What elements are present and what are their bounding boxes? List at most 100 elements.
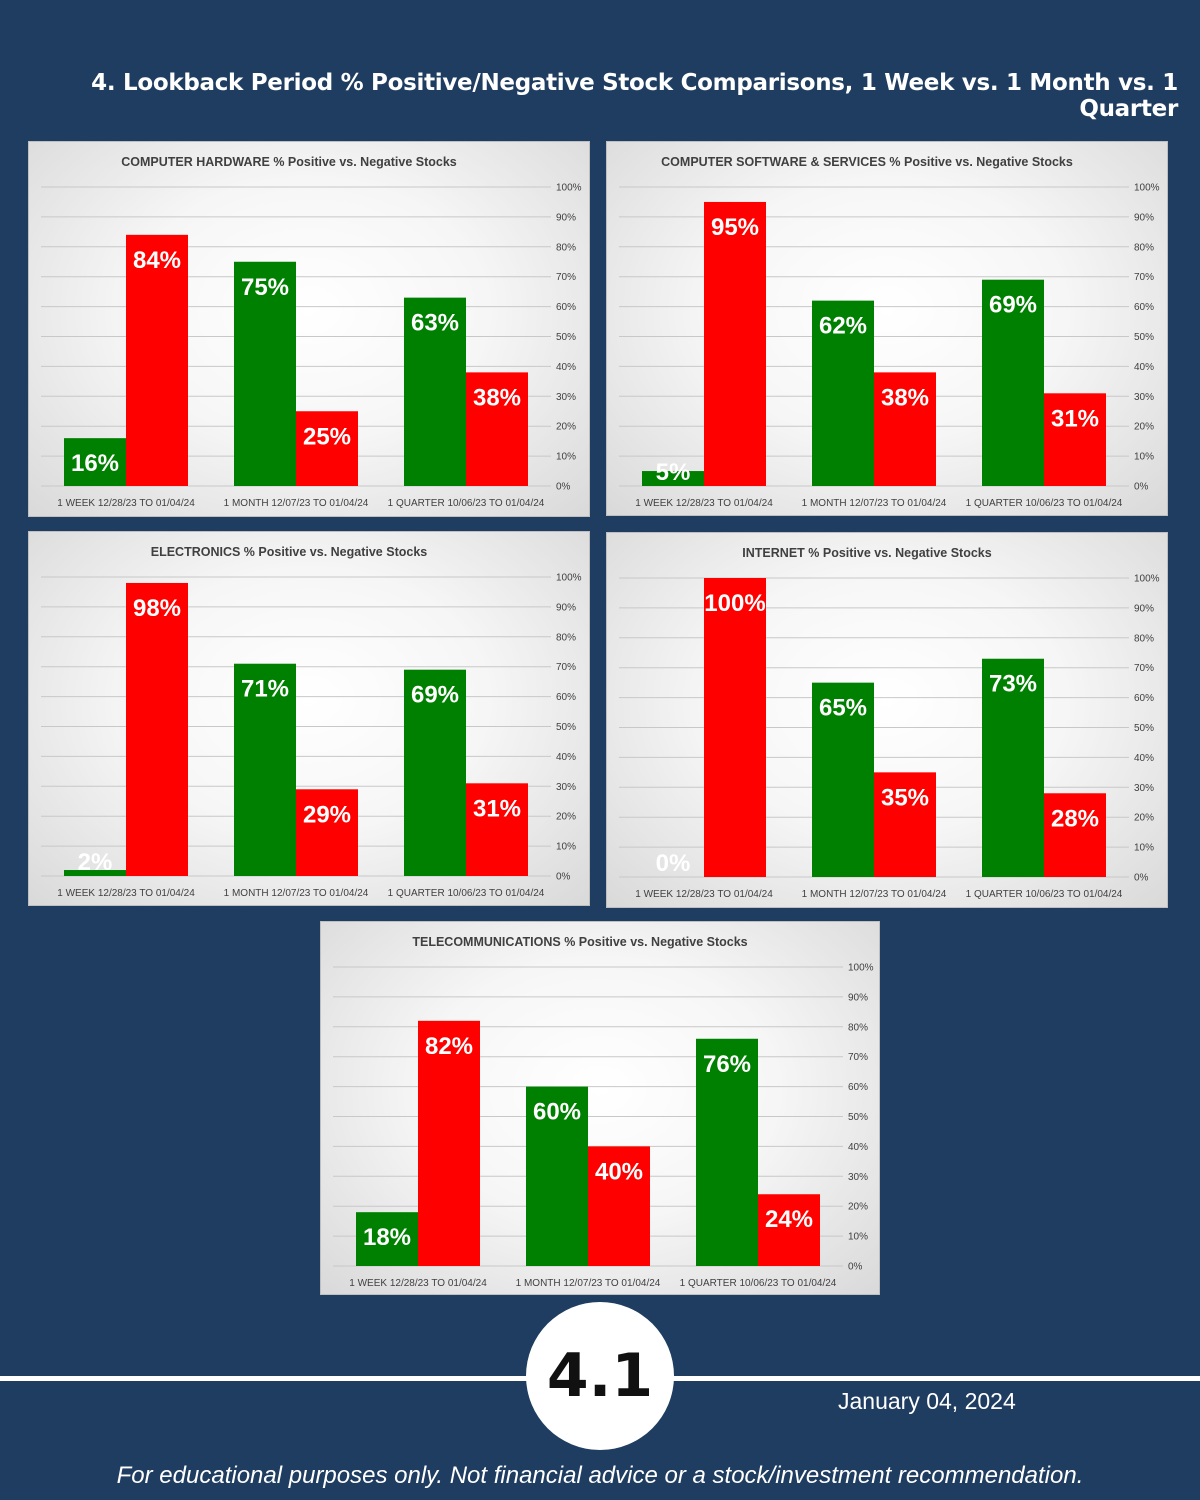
y-tick-label: 10%: [1134, 843, 1154, 854]
bar-negative: [874, 372, 936, 486]
chart-title: INTERNET % Positive vs. Negative Stocks: [742, 546, 991, 560]
y-tick-label: 80%: [1134, 242, 1154, 253]
data-label-negative: 35%: [881, 784, 929, 811]
y-tick-label: 40%: [848, 1142, 868, 1153]
divider-left: [0, 1376, 540, 1381]
bar-negative: [1044, 393, 1106, 486]
x-category-label: 1 QUARTER 10/06/23 TO 01/04/24: [388, 498, 545, 509]
bar-positive: [642, 471, 704, 486]
data-label-negative: 29%: [303, 801, 351, 828]
data-label-negative: 31%: [473, 795, 521, 822]
y-tick-label: 100%: [556, 573, 582, 584]
y-tick-label: 80%: [848, 1022, 868, 1033]
y-tick-label: 60%: [848, 1082, 868, 1093]
y-tick-label: 40%: [1134, 753, 1154, 764]
data-label-negative: 84%: [133, 247, 181, 274]
data-label-positive: 69%: [989, 292, 1037, 319]
x-category-label: 1 MONTH 12/07/23 TO 01/04/24: [802, 498, 947, 509]
y-tick-label: 0%: [1134, 873, 1149, 884]
bar-positive: [64, 438, 126, 486]
chart-title: COMPUTER SOFTWARE & SERVICES % Positive …: [661, 155, 1073, 169]
chart-svg: COMPUTER SOFTWARE & SERVICES % Positive …: [619, 155, 1160, 509]
y-tick-label: 90%: [556, 602, 576, 613]
y-tick-label: 0%: [556, 872, 571, 883]
chart-title: COMPUTER HARDWARE % Positive vs. Negativ…: [121, 155, 457, 169]
x-category-label: 1 QUARTER 10/06/23 TO 01/04/24: [966, 889, 1123, 900]
data-label-positive: 73%: [989, 671, 1037, 698]
y-tick-label: 20%: [848, 1202, 868, 1213]
data-label-positive: 0%: [656, 850, 691, 877]
x-category-label: 1 MONTH 12/07/23 TO 01/04/24: [224, 888, 369, 899]
data-label-positive: 71%: [241, 676, 289, 703]
y-tick-label: 80%: [556, 632, 576, 643]
y-tick-label: 40%: [556, 752, 576, 763]
bar-positive: [982, 279, 1044, 486]
x-category-label: 1 WEEK 12/28/23 TO 01/04/24: [57, 888, 195, 899]
bar-negative: [874, 772, 936, 877]
disclaimer: For educational purposes only. Not finan…: [116, 1462, 1084, 1489]
data-label-negative: 31%: [1051, 405, 1099, 432]
x-category-label: 1 MONTH 12/07/23 TO 01/04/24: [224, 498, 369, 509]
y-tick-label: 90%: [1134, 212, 1154, 223]
data-label-positive: 75%: [241, 274, 289, 301]
x-category-label: 1 WEEK 12/28/23 TO 01/04/24: [57, 498, 195, 509]
bar-negative: [126, 234, 188, 486]
data-label-positive: 63%: [411, 310, 459, 337]
bar-positive: [234, 261, 296, 486]
chart-electronics: ELECTRONICS % Positive vs. Negative Stoc…: [28, 531, 590, 906]
bar-negative: [704, 201, 766, 486]
data-label-negative: 38%: [881, 384, 929, 411]
y-tick-label: 60%: [556, 692, 576, 703]
y-tick-label: 70%: [1134, 663, 1154, 674]
bar-positive: [526, 1086, 588, 1266]
y-tick-label: 20%: [1134, 422, 1154, 433]
data-label-positive: 65%: [819, 695, 867, 722]
chart-svg: ELECTRONICS % Positive vs. Negative Stoc…: [41, 545, 582, 899]
bar-negative: [1044, 793, 1106, 877]
y-tick-label: 30%: [848, 1172, 868, 1183]
y-tick-label: 100%: [1134, 183, 1160, 194]
y-tick-label: 30%: [1134, 783, 1154, 794]
y-tick-label: 20%: [556, 812, 576, 823]
page-number: 4.1: [546, 1341, 654, 1411]
y-tick-label: 50%: [1134, 332, 1154, 343]
y-tick-label: 80%: [1134, 633, 1154, 644]
y-tick-label: 10%: [556, 452, 576, 463]
x-category-label: 1 QUARTER 10/06/23 TO 01/04/24: [680, 1278, 837, 1289]
y-tick-label: 10%: [848, 1232, 868, 1243]
divider-right: [660, 1376, 1200, 1381]
x-category-label: 1 WEEK 12/28/23 TO 01/04/24: [349, 1278, 487, 1289]
bar-positive: [696, 1038, 758, 1266]
y-tick-label: 20%: [1134, 813, 1154, 824]
data-label-negative: 28%: [1051, 805, 1099, 832]
y-tick-label: 70%: [848, 1052, 868, 1063]
data-label-negative: 82%: [425, 1033, 473, 1060]
page-title: 4. Lookback Period % Positive/Negative S…: [91, 70, 1178, 122]
bar-negative: [296, 789, 358, 876]
bar-positive: [234, 663, 296, 876]
page-number-badge: 4.1: [526, 1302, 674, 1450]
bar-negative: [758, 1194, 820, 1266]
data-label-negative: 100%: [704, 590, 765, 617]
y-tick-label: 60%: [556, 302, 576, 313]
bar-negative: [126, 582, 188, 876]
bar-positive: [812, 682, 874, 877]
y-tick-label: 70%: [1134, 272, 1154, 283]
chart-title: TELECOMMUNICATIONS % Positive vs. Negati…: [412, 935, 747, 949]
y-tick-label: 50%: [556, 722, 576, 733]
bar-positive: [982, 658, 1044, 877]
data-label-positive: 62%: [819, 313, 867, 340]
y-tick-label: 70%: [556, 272, 576, 283]
bar-positive: [404, 297, 466, 486]
bar-positive: [356, 1212, 418, 1266]
y-tick-label: 20%: [556, 422, 576, 433]
y-tick-label: 60%: [1134, 302, 1154, 313]
bar-positive: [404, 669, 466, 876]
chart-computer-software-services: COMPUTER SOFTWARE & SERVICES % Positive …: [606, 141, 1168, 516]
chart-svg: INTERNET % Positive vs. Negative Stocks 0…: [619, 546, 1160, 900]
data-label-positive: 5%: [656, 459, 691, 486]
bar-negative: [466, 372, 528, 486]
y-tick-label: 60%: [1134, 693, 1154, 704]
y-tick-label: 80%: [556, 242, 576, 253]
chart-telecommunications: TELECOMMUNICATIONS % Positive vs. Negati…: [320, 921, 880, 1295]
